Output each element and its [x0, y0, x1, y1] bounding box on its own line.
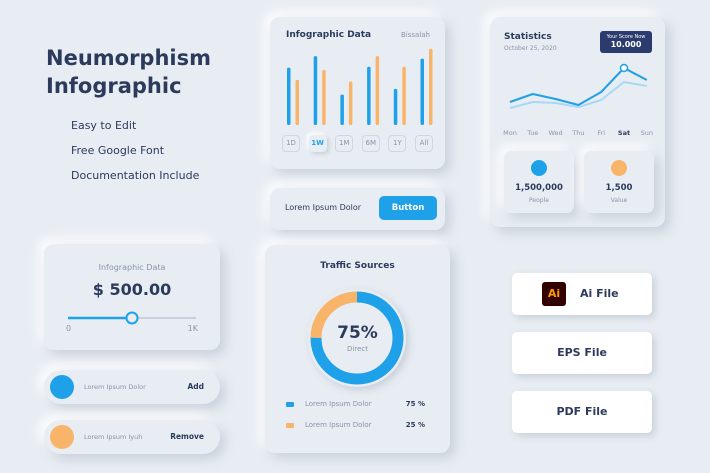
day-label: Sun	[641, 129, 653, 137]
day-label: Thu	[571, 129, 584, 137]
slider-amount: $ 500.00	[92, 280, 172, 299]
tooltip: Your Score Now 10.000	[600, 31, 652, 53]
legend-value: 25 %	[405, 421, 425, 429]
stat-value: 1,500,000	[515, 183, 563, 193]
bar	[393, 88, 398, 125]
line-card: Statistics October 25, 2020 Your Score N…	[490, 17, 665, 227]
title: Neumorphism Infographic	[46, 44, 211, 100]
legend-swatch	[286, 402, 294, 407]
donut-bg	[308, 289, 406, 387]
input-card: Lorem Ipsum Dolor Button	[270, 188, 445, 230]
tab[interactable]: 6M	[362, 135, 380, 152]
slider-knob[interactable]	[125, 311, 139, 325]
input-label: Lorem Ipsum Dolor	[285, 203, 362, 212]
stat-icon	[611, 160, 627, 176]
score-dot	[619, 63, 629, 73]
donut-card: Traffic Sources 75% Direct Lorem Ipsum D…	[265, 245, 450, 453]
legend-value: 75 %	[405, 400, 425, 408]
list-action[interactable]: Add	[187, 382, 204, 391]
day-label: Wed	[549, 129, 563, 137]
day-label: Mon	[503, 129, 517, 137]
card-title: Infographic Data	[286, 30, 372, 40]
file-label: Ai File	[580, 287, 619, 300]
feature: Documentation Include	[71, 169, 200, 182]
stat-label: Value	[610, 197, 628, 204]
stat-box: 1,500,000 People	[504, 151, 574, 213]
legend-name: Lorem Ipsum Dolor	[305, 400, 372, 408]
list-item: Lorem Ipsum Iyuh Remove	[44, 420, 220, 454]
bar	[287, 67, 291, 125]
feature: Free Google Font	[71, 144, 165, 157]
tab[interactable]: 1M	[335, 135, 353, 152]
file-card[interactable]: EPS File	[512, 332, 652, 374]
tab[interactable]: 1Y	[388, 135, 406, 152]
file-card[interactable]: PDF File	[512, 391, 652, 433]
donut-center-label: Direct	[347, 345, 368, 353]
stat-box: 1,500 Value	[584, 151, 654, 213]
bar	[420, 58, 424, 125]
stat-label: People	[529, 197, 549, 204]
donut-segment	[310, 291, 404, 385]
tab[interactable]: 1W	[309, 135, 327, 152]
card-subtitle: Bissalah	[400, 31, 430, 39]
file-label: EPS File	[557, 346, 607, 359]
ai-icon: Ai	[542, 282, 566, 306]
day-label: Fri	[597, 129, 605, 137]
list-icon[interactable]	[50, 375, 74, 399]
card-title: Traffic Sources	[320, 261, 395, 271]
bar	[367, 66, 371, 125]
donut-chart	[286, 289, 406, 428]
bar	[295, 79, 299, 125]
bar	[402, 66, 406, 125]
legend-swatch	[286, 423, 294, 428]
card-date: October 25, 2020	[504, 45, 557, 52]
title-line: Neumorphism	[46, 46, 211, 70]
file-card[interactable]: Ai Ai File	[512, 273, 652, 315]
line	[509, 67, 648, 106]
line	[509, 81, 647, 109]
list-item: Lorem Ipsum Dolor Add	[44, 370, 220, 404]
title-line: Infographic	[46, 74, 182, 98]
list-text: Lorem Ipsum Iyuh	[84, 433, 143, 441]
list-text: Lorem Ipsum Dolor	[84, 383, 146, 391]
bar-card: Infographic Data Bissalah 1D 1W 1M 6M 1Y All	[270, 17, 445, 169]
feature: Easy to Edit	[71, 119, 137, 132]
file-label: PDF File	[556, 405, 608, 418]
card-title: Infographic Data	[98, 263, 166, 272]
bar	[313, 56, 318, 126]
day-label: Tue	[526, 129, 538, 137]
list-action[interactable]: Remove	[170, 432, 204, 441]
stat-value: 1,500	[605, 183, 633, 193]
button[interactable]: Button	[379, 196, 437, 220]
tooltip-label: Your Score Now	[606, 34, 646, 40]
list-icon[interactable]	[50, 425, 74, 449]
bar-chart	[287, 48, 433, 126]
bar	[375, 56, 380, 126]
bar	[340, 94, 344, 125]
slider[interactable]	[44, 244, 220, 350]
card-title: Statistics	[504, 32, 552, 42]
tab[interactable]: All	[415, 135, 433, 152]
donut-center-value: 75%	[337, 323, 378, 343]
day-label: Sat	[618, 129, 630, 137]
slider-min: 0	[66, 324, 72, 333]
bar	[348, 81, 353, 125]
slider-card: Infographic Data $ 500.00 0 1K	[44, 244, 220, 350]
tooltip-value: 10.000	[610, 40, 642, 49]
slider-max: 1K	[187, 324, 198, 333]
bar	[429, 48, 433, 125]
tab[interactable]: 1D	[282, 135, 300, 152]
bar	[322, 70, 326, 125]
legend-name: Lorem Ipsum Dolor	[305, 421, 372, 429]
stat-icon	[531, 160, 547, 176]
line-chart: Mon Tue Wed Thu Fri Sat Sun	[503, 63, 653, 137]
